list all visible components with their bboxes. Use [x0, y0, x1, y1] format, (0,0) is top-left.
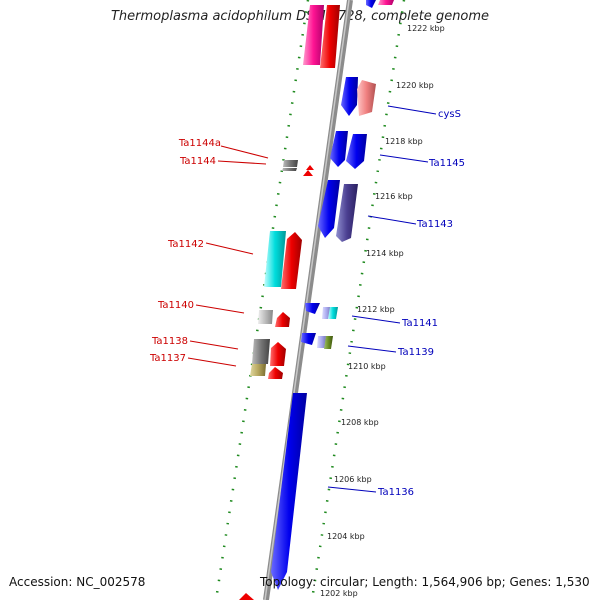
gene-label-Ta1139[interactable]: Ta1139 — [397, 347, 434, 358]
gene-label-Ta1140[interactable]: Ta1140 — [157, 300, 194, 311]
kbp-tick-label: 1220 kbp — [396, 81, 434, 90]
gene-cysS[interactable] — [357, 80, 376, 116]
genome-summary-text: Topology: circular; Length: 1,564,906 bp… — [260, 575, 590, 589]
kbp-ticks: 1222 kbp 1220 kbp 1218 kbp 1216 kbp 1214… — [320, 24, 445, 598]
label-leader — [351, 315, 401, 324]
label-leader — [195, 304, 245, 314]
kbp-tick-label: 1214 kbp — [366, 249, 404, 258]
label-leader — [379, 154, 429, 163]
backbone-highlight — [264, 0, 350, 600]
kbp-tick-label: 1202 kbp — [320, 589, 358, 598]
gene-blue-1216[interactable] — [318, 180, 340, 238]
gene-blue-1210[interactable] — [301, 333, 316, 345]
gene-label-Ta1144[interactable]: Ta1144 — [179, 156, 216, 167]
gene-Ta1141-b[interactable] — [328, 307, 338, 319]
gene-red-1209b[interactable] — [268, 367, 283, 379]
label-leader — [217, 160, 267, 165]
gene-Ta1142[interactable] — [281, 232, 302, 289]
kbp-tick-label: 1222 kbp — [407, 24, 445, 33]
gene-Ta1138[interactable] — [252, 339, 270, 364]
gene-pink-upper[interactable] — [303, 5, 324, 65]
gene-Ta1137[interactable] — [250, 364, 266, 376]
kbp-tick-label: 1218 kbp — [385, 137, 423, 146]
left-gene-labels: Ta1144a Ta1144 Ta1142 Ta1140 Ta1138 Ta11… — [149, 138, 269, 367]
kbp-tick-label: 1208 kbp — [341, 418, 379, 427]
gene-Ta1139-b[interactable] — [324, 336, 333, 349]
gene-red-upper[interactable] — [320, 5, 340, 68]
label-leader — [347, 345, 397, 353]
map-title: Thermoplasma acidophilum DSM 1728, compl… — [110, 9, 490, 24]
gene-label-cysS[interactable]: cysS — [438, 109, 461, 120]
gene-blue-1218a[interactable] — [330, 131, 348, 167]
kbp-tick-label: 1204 kbp — [327, 532, 365, 541]
gene-Ta1139-a[interactable] — [317, 336, 326, 348]
gene-Ta1145[interactable] — [346, 134, 367, 169]
gene-label-Ta1142[interactable]: Ta1142 — [167, 239, 204, 250]
label-leader — [387, 105, 437, 115]
gene-label-Ta1136[interactable]: Ta1136 — [377, 487, 414, 498]
label-leader — [327, 486, 377, 493]
gene-label-Ta1143[interactable]: Ta1143 — [416, 219, 453, 230]
gene-red-1209a[interactable] — [270, 342, 286, 366]
gene-Ta1136[interactable] — [271, 393, 307, 590]
genome-backbone — [263, 0, 353, 600]
outer-guide-left — [214, 0, 310, 600]
gene-bottom-red[interactable] — [239, 593, 254, 600]
label-leader — [205, 242, 254, 255]
gene-label-Ta1137[interactable]: Ta1137 — [149, 353, 186, 364]
gene-red-1211[interactable] — [275, 312, 290, 327]
gene-label-Ta1138[interactable]: Ta1138 — [151, 336, 188, 347]
gene-cyan-1214[interactable] — [264, 231, 286, 287]
gene-label-Ta1145[interactable]: Ta1145 — [428, 158, 465, 169]
gene-Ta1140[interactable] — [258, 310, 273, 324]
gene-label-Ta1144a[interactable]: Ta1144a — [178, 138, 221, 149]
accession-text: Accession: NC_002578 — [9, 575, 146, 589]
gene-top-pink[interactable] — [378, 0, 394, 5]
gene-label-Ta1141[interactable]: Ta1141 — [401, 318, 438, 329]
gene-Ta1143[interactable] — [336, 184, 358, 242]
label-leader — [220, 145, 269, 159]
label-leader — [189, 340, 239, 350]
gene-Ta1144a[interactable] — [283, 160, 298, 167]
gene-blue-1220[interactable] — [341, 77, 358, 116]
label-leader — [367, 215, 417, 225]
kbp-tick-label: 1206 kbp — [334, 475, 372, 484]
gene-Ta1144-arrow-b[interactable] — [303, 170, 313, 176]
right-gene-labels: cysS Ta1145 Ta1143 Ta1141 Ta1139 Ta1136 — [327, 105, 465, 498]
kbp-tick-label: 1210 kbp — [348, 362, 386, 371]
gene-Ta1144[interactable] — [282, 168, 297, 171]
gene-top-blue[interactable] — [366, 0, 376, 8]
label-leader — [187, 357, 237, 367]
kbp-tick-label: 1212 kbp — [357, 305, 395, 314]
kbp-tick-label: 1216 kbp — [375, 192, 413, 201]
gene-Ta1144-arrow-a[interactable] — [306, 165, 314, 170]
gene-blue-1212[interactable] — [305, 303, 320, 314]
